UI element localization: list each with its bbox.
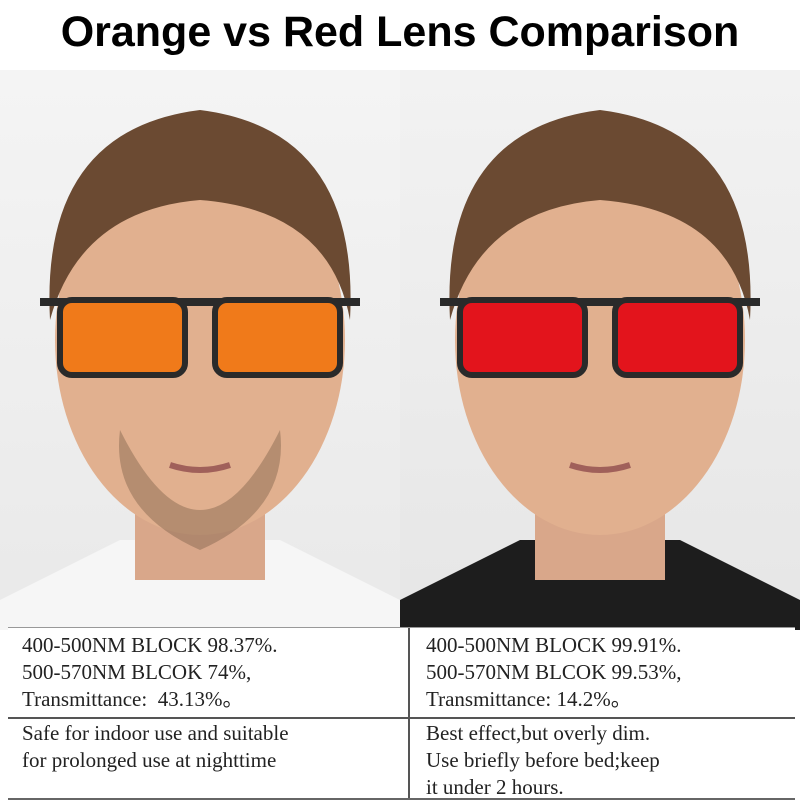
orange-lens-photo xyxy=(0,70,400,630)
red-lens-photo xyxy=(400,70,800,630)
page-title: Orange vs Red Lens Comparison xyxy=(60,8,740,56)
column-divider xyxy=(408,628,410,798)
red-specs: 400-500NM BLOCK 99.91%. 500-570NM BLCOK … xyxy=(426,633,682,711)
orange-specs: 400-500NM BLOCK 98.37%. 500-570NM BLCOK … xyxy=(22,633,278,711)
comparison-table: 400-500NM BLOCK 98.37%. 500-570NM BLCOK … xyxy=(8,627,795,800)
red-note: Best effect,but overly dim. Use briefly … xyxy=(426,721,660,799)
orange-note: Safe for indoor use and suitable for pro… xyxy=(22,721,289,772)
row-divider xyxy=(8,717,795,719)
